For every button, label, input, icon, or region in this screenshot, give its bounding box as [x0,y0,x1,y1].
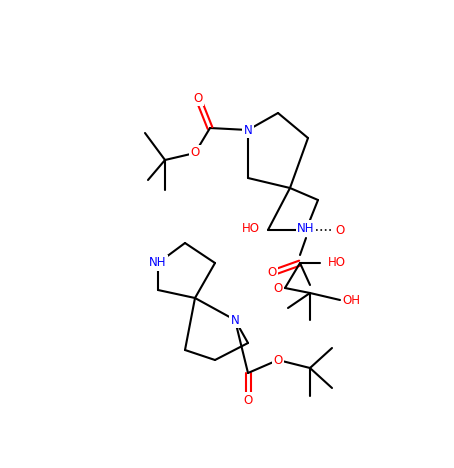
Text: O: O [267,266,276,279]
Text: HO: HO [242,221,260,234]
Text: O: O [190,146,200,160]
Text: O: O [193,92,202,104]
Text: HO: HO [328,256,346,270]
Text: N: N [244,124,252,137]
Text: O: O [336,224,345,236]
Text: N: N [231,314,239,327]
Text: NH: NH [149,256,167,270]
Text: OH: OH [342,293,360,307]
Text: O: O [243,394,252,407]
Text: NH: NH [297,221,315,234]
Text: O: O [273,353,283,366]
Text: O: O [274,281,283,294]
